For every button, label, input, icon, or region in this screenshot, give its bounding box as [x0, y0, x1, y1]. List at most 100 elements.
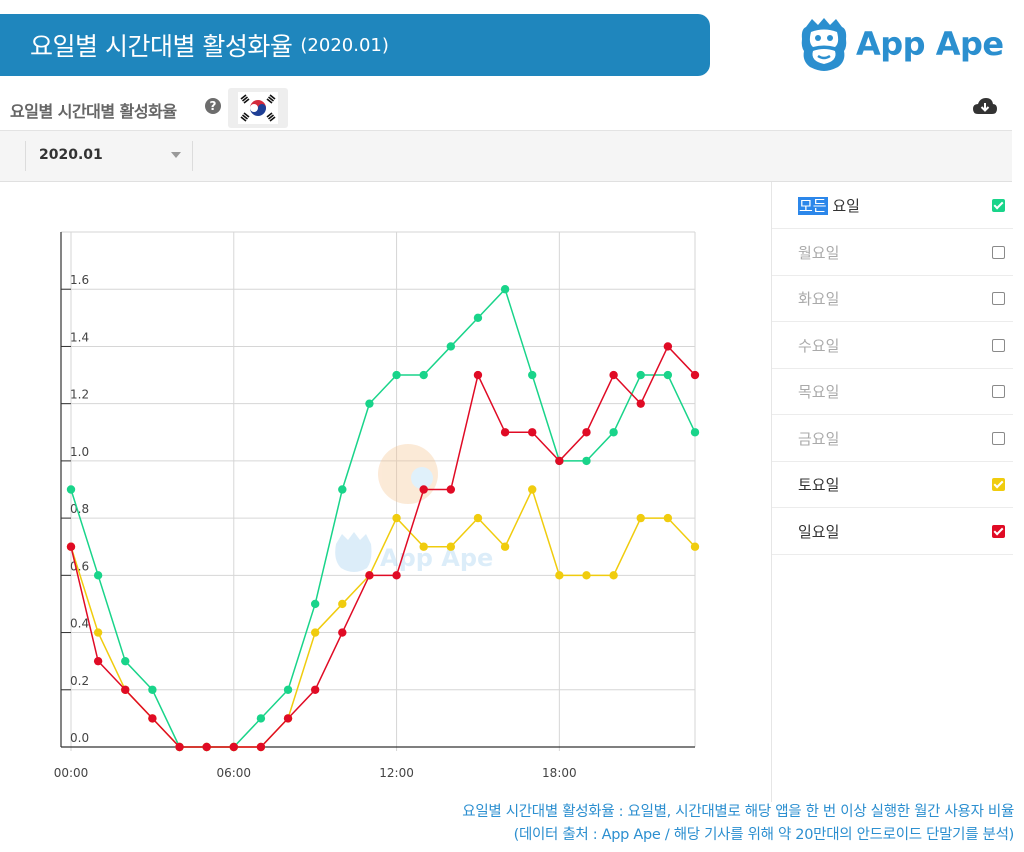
- legend-item[interactable]: 모든 요일: [772, 182, 1013, 229]
- chart-grid: [61, 231, 696, 751]
- data-point: [283, 714, 293, 723]
- tick-label-y: 0.0: [70, 731, 89, 745]
- banner-date: (2020.01): [300, 34, 389, 56]
- month-value: 2020.01: [39, 147, 103, 163]
- korea-flag-icon: [238, 92, 278, 124]
- data-point: [582, 428, 591, 437]
- series-토요일: [66, 485, 700, 752]
- section-header: 요일별 시간대별 활성화율 ?: [0, 86, 1012, 131]
- data-point: [202, 742, 211, 752]
- country-selector[interactable]: [228, 88, 288, 128]
- data-point: [582, 571, 591, 580]
- brand-name: App Ape: [856, 25, 1004, 63]
- legend-label: 토요일: [798, 476, 840, 494]
- series-line: [70, 287, 696, 748]
- tick-label-y: 1.6: [70, 273, 89, 287]
- legend-label: 목요일: [798, 383, 840, 401]
- tick-label-y: 0.2: [70, 674, 89, 688]
- tick-label-x: 00:00: [54, 766, 89, 780]
- legend-item[interactable]: 수요일: [772, 322, 1013, 369]
- legend-label: 화요일: [798, 290, 840, 308]
- data-point: [500, 285, 510, 294]
- data-point: [93, 628, 103, 637]
- checkbox-unchecked-icon[interactable]: [992, 385, 1005, 398]
- tick-label-x: 12:00: [379, 766, 414, 780]
- data-point: [528, 370, 537, 380]
- data-point: [500, 542, 510, 551]
- legend-item[interactable]: 금요일: [772, 415, 1013, 462]
- legend-label: 수요일: [798, 336, 840, 355]
- data-point: [419, 370, 428, 380]
- watermark-text: App Ape: [380, 544, 493, 572]
- series-일요일: [66, 342, 700, 752]
- series-line: [70, 345, 696, 748]
- data-point: [175, 742, 184, 752]
- filter-bar: 2020.01: [0, 131, 1012, 182]
- tick-label-y: 1.4: [70, 330, 89, 344]
- data-point: [582, 456, 591, 466]
- legend-item[interactable]: 일요일: [772, 508, 1013, 555]
- data-point: [148, 714, 157, 723]
- checkbox-unchecked-icon[interactable]: [992, 431, 1005, 445]
- tick-label-y: 0.4: [70, 617, 89, 631]
- chart-axes: 0.0 0.2 0.4 0.6 0.8 1.0 1.2 1.4 1.6 00:00 06:00 12:…: [54, 232, 695, 780]
- chart-watermark: App Ape: [335, 444, 493, 572]
- data-point: [283, 685, 293, 694]
- tick-label-y: 1.0: [70, 445, 89, 459]
- legend-item[interactable]: 월요일: [772, 229, 1013, 276]
- cloud-download-icon[interactable]: [972, 96, 998, 118]
- data-point: [66, 542, 76, 551]
- data-point: [473, 313, 483, 323]
- data-point: [419, 542, 428, 551]
- footnote-line-2: (데이터 출처 : App Ape / 해당 기사를 위해 약 20만대의 안드…: [513, 827, 1015, 843]
- data-point: [229, 742, 238, 752]
- brand-logo: App Ape: [800, 16, 1004, 72]
- data-point: [365, 399, 374, 408]
- legend-label: 금요일: [798, 429, 840, 448]
- legend-label: 월요일: [798, 243, 840, 262]
- data-point: [310, 628, 320, 637]
- tick-label-x: 18:00: [542, 766, 577, 780]
- chevron-down-icon: [171, 152, 181, 158]
- data-point: [392, 513, 401, 523]
- data-point: [256, 714, 266, 723]
- data-point: [473, 370, 483, 380]
- checkbox-unchecked-icon[interactable]: [992, 245, 1005, 259]
- tick-label-y: 0.6: [70, 559, 89, 573]
- data-point: [310, 599, 320, 609]
- legend-label: 모든 요일: [798, 197, 860, 215]
- data-point: [528, 428, 537, 437]
- legend-item[interactable]: 목요일: [772, 368, 1013, 415]
- data-point: [555, 456, 564, 466]
- data-point: [121, 656, 130, 666]
- data-point: [338, 485, 347, 494]
- data-point: [690, 428, 700, 437]
- checkbox-unchecked-icon[interactable]: [992, 292, 1005, 305]
- chart-series: [66, 285, 700, 752]
- legend-label-highlight: 모든: [798, 197, 828, 215]
- data-point: [609, 428, 618, 437]
- data-point: [663, 370, 673, 380]
- month-dropdown[interactable]: 2020.01: [25, 141, 193, 171]
- data-point: [256, 742, 266, 752]
- checkbox-checked-icon[interactable]: [992, 199, 1005, 212]
- data-point: [636, 370, 645, 380]
- tick-label-y: 0.8: [70, 502, 89, 516]
- data-point: [663, 342, 673, 351]
- legend-item[interactable]: 화요일: [772, 275, 1013, 322]
- data-point: [310, 685, 320, 694]
- legend-item[interactable]: 토요일: [772, 461, 1013, 508]
- data-point: [446, 342, 456, 351]
- data-point: [528, 485, 537, 494]
- title-banner: 요일별 시간대별 활성화율 (2020.01): [0, 14, 710, 76]
- legend-label: 일요일: [798, 522, 840, 541]
- data-point: [473, 513, 483, 523]
- checkbox-unchecked-icon[interactable]: [992, 338, 1005, 352]
- checkbox-checked-icon[interactable]: [992, 478, 1005, 491]
- data-point: [93, 656, 103, 666]
- checkbox-checked-icon[interactable]: [992, 524, 1005, 538]
- data-point: [636, 399, 645, 408]
- question-circle-icon[interactable]: ?: [205, 98, 221, 114]
- tick-label-y: 1.2: [70, 388, 89, 402]
